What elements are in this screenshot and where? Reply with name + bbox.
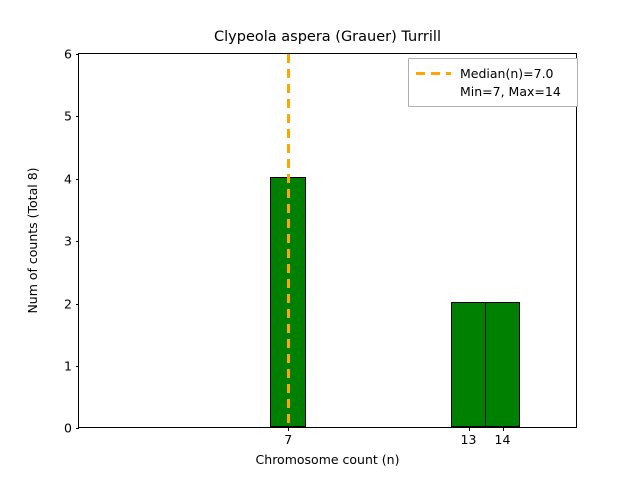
ytick-mark-4 [75,178,79,180]
legend-label-median: Median(n)=7.0 [460,65,554,81]
ytick-label-6: 6 [64,46,72,62]
xtick-label-7: 7 [284,432,293,447]
xtick-label-14: 14 [494,432,511,447]
ytick-label-0: 0 [64,420,72,436]
ytick-mark-6 [75,54,79,56]
xtick-label-13: 13 [460,432,477,447]
median-line-layer [79,54,576,427]
y-axis-label: Num of counts (Total 8) [25,167,40,314]
xtick-mark-14 [502,427,504,431]
ytick-mark-0 [75,428,79,430]
xtick-mark-13 [468,427,470,431]
plot-area: 0 1 2 3 4 5 6 7 13 14 [64,48,577,447]
legend-label-minmax: Min=7, Max=14 [460,83,561,99]
ytick-label-4: 4 [64,171,72,187]
bar-14[interactable] [484,302,520,427]
ytick-label-2: 2 [64,296,72,312]
ytick-mark-2 [75,303,79,305]
ytick-mark-3 [75,241,79,243]
median-line [286,54,290,427]
dashed-line-icon [416,67,451,79]
chart-legend: Median(n)=7.0 Min=7, Max=14 [408,58,578,107]
ytick-mark-5 [75,116,79,118]
xtick-mark-7 [288,427,290,431]
ytick-mark-1 [75,366,79,368]
ytick-label-1: 1 [64,358,72,374]
bar-13[interactable] [450,302,486,427]
legend-item-minmax: Min=7, Max=14 [416,82,570,100]
ytick-label-5: 5 [64,108,72,124]
ytick-label-3: 3 [64,233,72,249]
blank-swatch-icon [416,85,451,97]
legend-item-median: Median(n)=7.0 [416,64,570,82]
chart-title: Clypeola aspera (Grauer) Turrill [214,29,441,45]
x-axis-label: Chromosome count (n) [255,452,400,467]
